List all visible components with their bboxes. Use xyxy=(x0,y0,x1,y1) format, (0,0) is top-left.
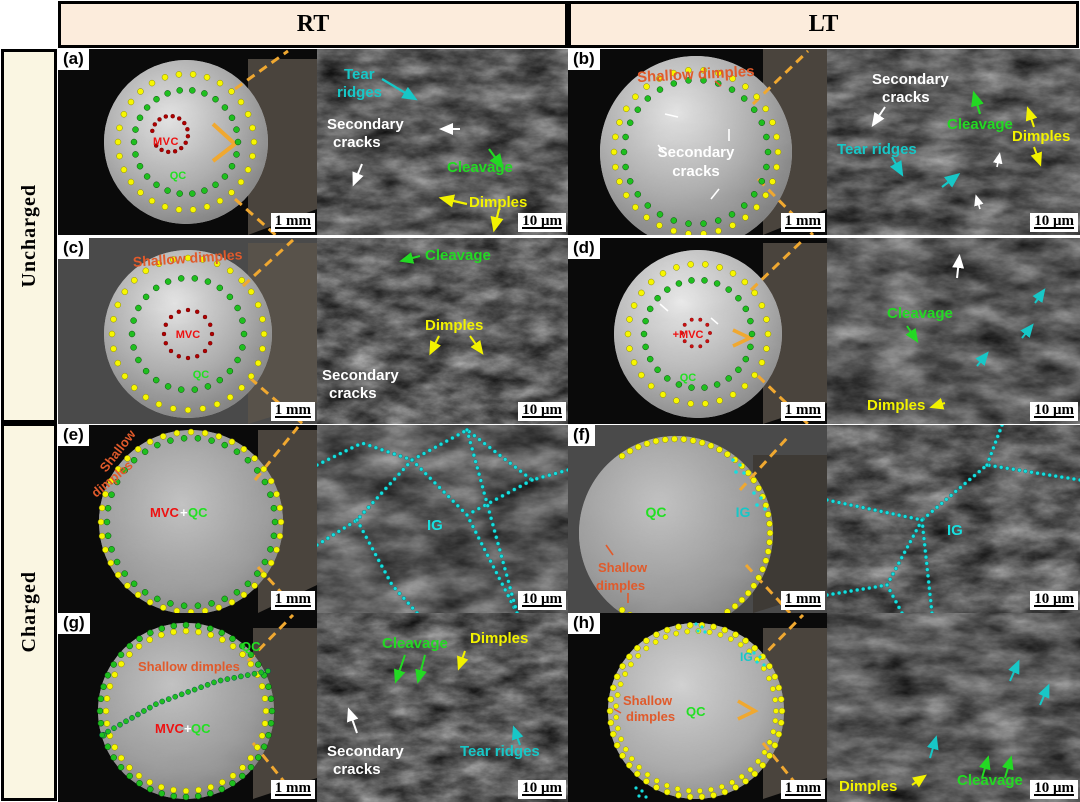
svg-text:Dimples: Dimples xyxy=(469,194,527,211)
svg-text:Tear ridges: Tear ridges xyxy=(460,743,540,760)
svg-text:MVC: MVC xyxy=(176,329,201,341)
svg-text:Cleavage: Cleavage xyxy=(382,635,448,652)
svg-text:Cleavage: Cleavage xyxy=(957,772,1023,789)
svg-text:Dimples: Dimples xyxy=(867,397,925,414)
svg-text:Shallow: Shallow xyxy=(598,560,648,575)
svg-text:IG: IG xyxy=(740,650,753,664)
svg-text:MVC: MVC xyxy=(153,136,179,148)
svg-text:QC: QC xyxy=(191,721,211,736)
svg-text:MVC: MVC xyxy=(155,721,185,736)
svg-text:dimples: dimples xyxy=(626,709,675,724)
svg-text:cracks: cracks xyxy=(329,385,377,402)
svg-text:Tear ridges: Tear ridges xyxy=(837,141,917,158)
svg-text:IG: IG xyxy=(736,504,751,520)
svg-text:Cleavage: Cleavage xyxy=(887,305,953,322)
svg-text:cracks: cracks xyxy=(333,761,381,778)
svg-text:QC: QC xyxy=(170,170,187,182)
svg-text:cracks: cracks xyxy=(333,134,381,151)
svg-text:Dimples: Dimples xyxy=(425,317,483,334)
svg-text:QC: QC xyxy=(188,505,208,520)
svg-text:Secondary: Secondary xyxy=(327,743,404,760)
svg-text:QC: QC xyxy=(680,372,697,384)
svg-text:Secondary: Secondary xyxy=(322,367,399,384)
svg-text:cracks: cracks xyxy=(882,89,930,106)
svg-text:MVC: MVC xyxy=(150,505,180,520)
svg-text:cracks: cracks xyxy=(672,163,720,180)
svg-text:Cleavage: Cleavage xyxy=(947,116,1013,133)
svg-text:Shallow dimples: Shallow dimples xyxy=(138,659,240,674)
svg-text:QC: QC xyxy=(686,704,706,719)
svg-text:QC: QC xyxy=(646,504,667,520)
svg-text:Dimples: Dimples xyxy=(1012,128,1070,145)
svg-text:+: + xyxy=(180,505,188,520)
svg-text:Tear: Tear xyxy=(344,66,375,83)
svg-text:dimples: dimples xyxy=(596,578,645,593)
svg-text:QC: QC xyxy=(193,369,210,381)
svg-text:Cleavage: Cleavage xyxy=(425,247,491,264)
svg-text:Dimples: Dimples xyxy=(470,630,528,647)
svg-text:IG: IG xyxy=(427,517,443,534)
svg-text:QC: QC xyxy=(241,639,261,654)
svg-text:Secondary: Secondary xyxy=(658,144,735,161)
svg-text:Secondary: Secondary xyxy=(327,116,404,133)
svg-text:Dimples: Dimples xyxy=(839,778,897,795)
svg-text:Cleavage: Cleavage xyxy=(447,159,513,176)
svg-text:+MVC: +MVC xyxy=(673,329,704,341)
svg-text:ridges: ridges xyxy=(337,84,382,101)
svg-text:Shallow: Shallow xyxy=(623,693,673,708)
svg-text:Secondary: Secondary xyxy=(872,71,949,88)
svg-text:IG: IG xyxy=(947,522,963,539)
